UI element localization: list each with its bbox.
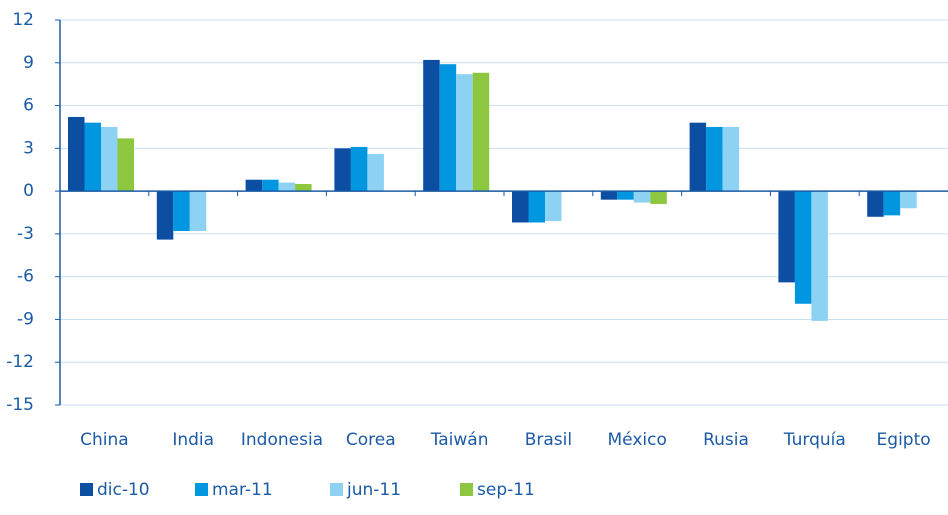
bar (262, 179, 279, 192)
y-tick-label: -15 (6, 395, 34, 415)
legend-label: mar-11 (212, 480, 273, 500)
x-tick-label: México (608, 430, 667, 450)
bar (689, 122, 707, 192)
bar (811, 191, 828, 321)
legend-swatch (330, 483, 343, 496)
y-tick-label: -12 (6, 352, 34, 372)
legend-label: jun-11 (346, 480, 401, 500)
x-tick-label: Corea (346, 430, 396, 450)
bar (439, 64, 457, 192)
bar (84, 122, 101, 192)
bar (900, 191, 917, 209)
bar (189, 191, 207, 232)
bar (117, 138, 134, 192)
bar (334, 148, 351, 192)
y-tick-label: -3 (17, 224, 34, 244)
y-tick-label: 0 (23, 181, 34, 201)
y-tick-label: -6 (17, 267, 34, 287)
bar (423, 59, 440, 192)
bar (350, 146, 368, 192)
x-tick-label: Egipto (877, 430, 931, 450)
y-tick-label: 6 (23, 96, 34, 116)
bar (512, 191, 529, 223)
bar (600, 191, 618, 200)
bar (545, 191, 562, 222)
bar (68, 116, 85, 192)
legend: dic-10 mar-11 jun-11 sep-11 (80, 480, 535, 500)
y-tick-label: -9 (17, 309, 34, 329)
bar (278, 182, 296, 192)
axes: -15 -12 -9 -6 -3 0 3 6 9 12 China India Indonesia Cor… (6, 10, 948, 450)
bar (650, 191, 667, 204)
legend-swatch (80, 483, 93, 496)
x-tick-label: Taiwán (430, 430, 489, 450)
legend-swatch (460, 483, 473, 496)
y-tick-label: 12 (12, 10, 34, 30)
x-tick-label: China (80, 430, 129, 450)
x-tick-label: Indonesia (241, 430, 323, 450)
legend-label: sep-11 (477, 480, 535, 500)
bar (706, 126, 723, 192)
bar (794, 191, 812, 304)
bar (778, 191, 795, 283)
bar (173, 191, 190, 232)
bar (156, 191, 174, 240)
bar (867, 191, 884, 217)
bar (472, 72, 490, 192)
bar (456, 74, 473, 192)
bar (722, 126, 740, 192)
bar (617, 191, 634, 200)
bar (528, 191, 545, 223)
y-tick-label: 3 (23, 138, 34, 158)
bars (68, 59, 917, 321)
bar (883, 191, 901, 216)
x-tick-label: Rusia (703, 430, 749, 450)
x-tick-label: Brasil (525, 430, 572, 450)
y-tick-label: 9 (23, 53, 34, 73)
bar (101, 126, 118, 192)
bar (633, 191, 651, 203)
bar (295, 183, 312, 192)
legend-swatch (195, 483, 208, 496)
x-tick-label: Turquía (783, 430, 846, 450)
bar (367, 154, 384, 192)
bar (245, 179, 263, 192)
legend-label: dic-10 (97, 480, 150, 500)
x-tick-label: India (172, 430, 214, 450)
